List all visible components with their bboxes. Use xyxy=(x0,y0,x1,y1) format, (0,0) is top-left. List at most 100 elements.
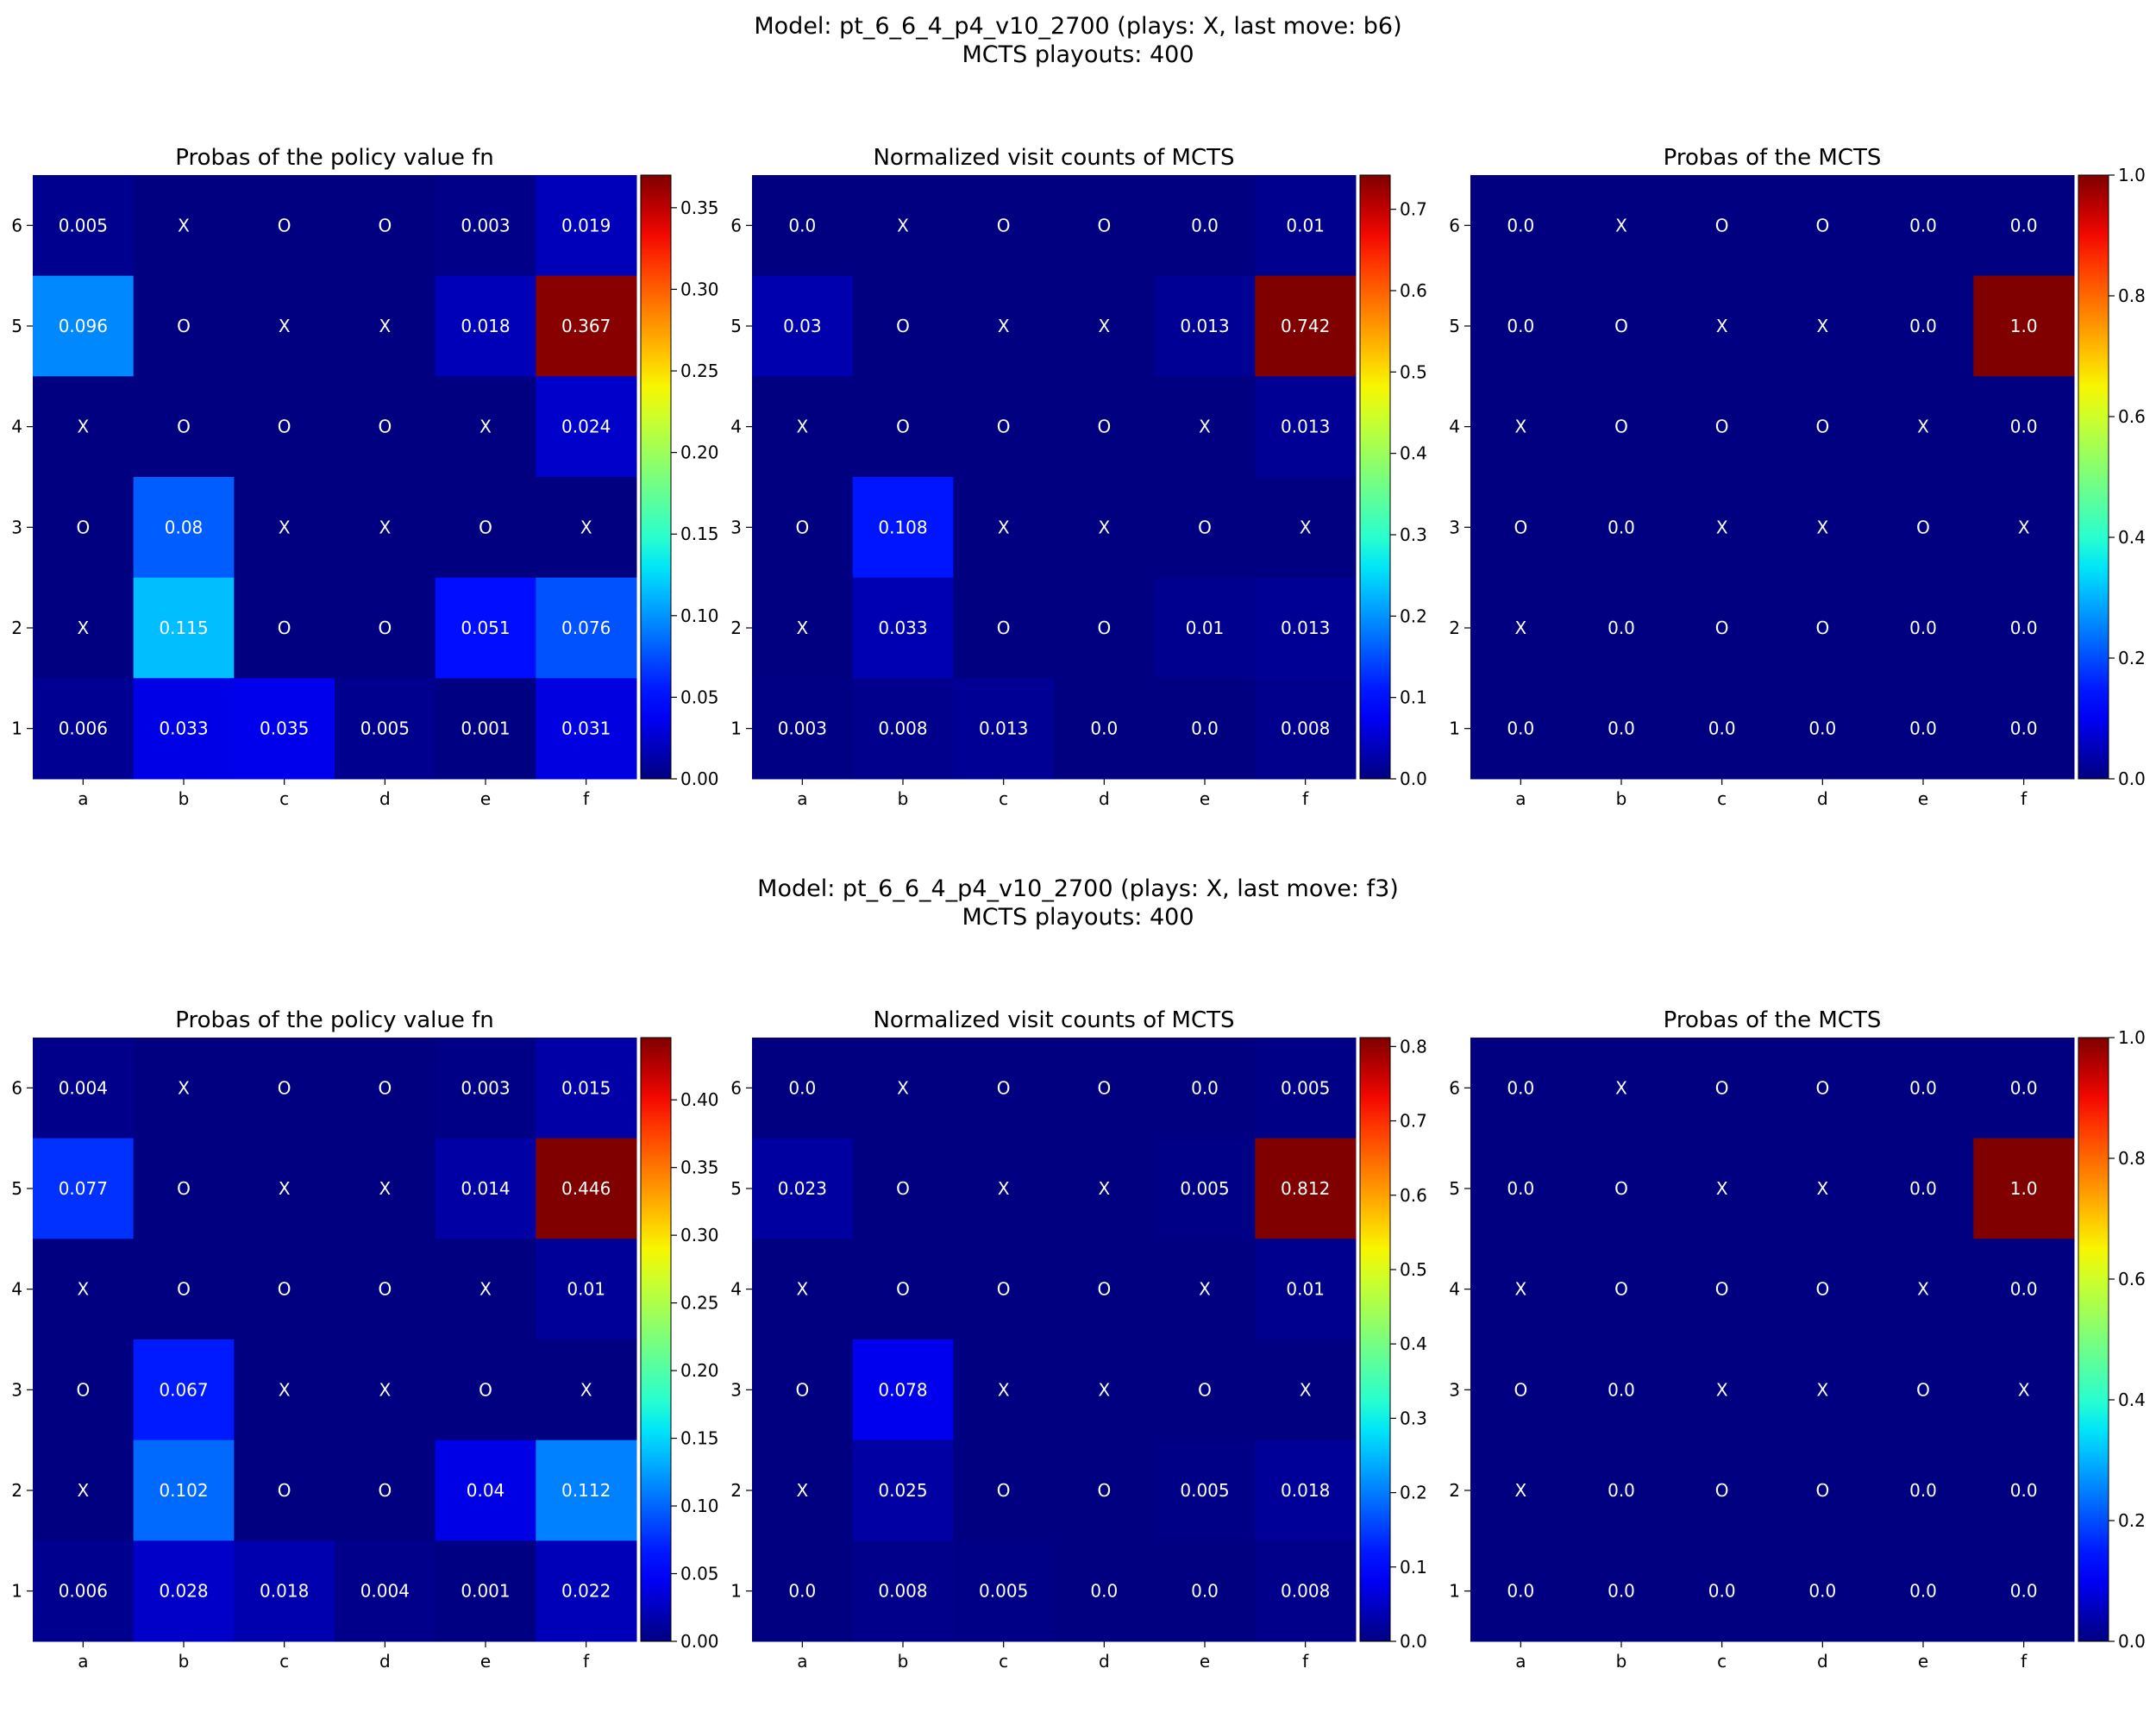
y-tick-label: 6 xyxy=(11,1077,22,1098)
x-tick-label: e xyxy=(1200,1651,1210,1672)
heatmap-cell xyxy=(435,175,536,277)
heatmap-cell xyxy=(1054,1138,1156,1239)
cell-label: X xyxy=(1615,1077,1627,1098)
colorbar-tick-label: 0.2 xyxy=(2118,648,2146,668)
suptitle-row-2: Model: pt_6_6_4_p4_v10_2700 (plays: X, l… xyxy=(0,875,2156,932)
colorbar xyxy=(1359,174,1391,780)
heatmap-cell xyxy=(1570,1239,1672,1340)
y-tick-label: 2 xyxy=(11,618,22,638)
heatmap-cell xyxy=(133,376,235,478)
heatmap-cell xyxy=(1772,376,1874,478)
heatmap-cell xyxy=(852,1339,954,1441)
heatmap-cell xyxy=(335,477,436,579)
cell-label: 0.025 xyxy=(878,1480,927,1501)
cell-label: 0.001 xyxy=(461,718,510,739)
heatmap-cell xyxy=(1671,275,1773,377)
x-tick-label: b xyxy=(898,1651,909,1672)
heatmap-cell xyxy=(33,1038,135,1139)
colorbar-tick-label: 0.7 xyxy=(1400,1111,1427,1132)
colorbar-tick-label: 0.8 xyxy=(2118,1148,2146,1169)
heatmap-panel-3: Probas of the MCTS 0.0 X O O 0.0 0.0 0.0 O X X 0.0 1… xyxy=(1449,145,2146,809)
heatmap-cell xyxy=(536,1138,637,1239)
cell-label: 0.096 xyxy=(59,316,108,336)
cell-label: O xyxy=(76,1379,90,1400)
cell-label: 0.0 xyxy=(788,215,816,235)
cell-label: 0.0 xyxy=(1191,718,1219,739)
colorbar-tick-label: 0.05 xyxy=(680,1564,719,1584)
heatmap-cell xyxy=(335,1239,436,1340)
y-tick-label: 4 xyxy=(1449,1279,1460,1300)
cell-label: O xyxy=(479,1379,492,1400)
heatmap-cell xyxy=(133,1138,235,1239)
heatmap-cell xyxy=(1772,1239,1874,1340)
heatmap-cell xyxy=(234,477,335,579)
heatmap-cell xyxy=(1570,678,1672,780)
colorbar xyxy=(1359,1037,1391,1642)
heatmap-cell xyxy=(1772,275,1874,377)
cell-label: 0.004 xyxy=(360,1581,410,1602)
cell-label: X xyxy=(1716,517,1728,537)
colorbar-tick-label: 0.3 xyxy=(1400,524,1427,545)
cell-label: O xyxy=(1815,618,1829,638)
cell-label: X xyxy=(279,316,291,336)
cell-label: 0.0 xyxy=(1608,1480,1635,1501)
cell-label: X xyxy=(1300,1379,1312,1400)
cell-label: 0.0 xyxy=(2010,618,2038,638)
heatmap-cell xyxy=(752,1440,854,1541)
x-tick-label: f xyxy=(1302,1651,1309,1672)
colorbar-tick-label: 0.1 xyxy=(1400,687,1427,708)
cell-label: X xyxy=(479,417,492,437)
cell-label: X xyxy=(1716,1379,1728,1400)
cell-label: 0.0 xyxy=(1507,316,1534,336)
colorbar-tick-label: 0.4 xyxy=(1400,443,1427,464)
heatmap-cell xyxy=(1973,1239,2075,1340)
heatmap-cell xyxy=(1872,1440,1974,1541)
x-tick-label: c xyxy=(1717,1651,1727,1672)
cell-label: X xyxy=(897,215,909,235)
cell-label: O xyxy=(378,1077,392,1098)
heatmap-cell xyxy=(1872,175,1974,277)
heatmap-cell xyxy=(1154,678,1256,780)
y-tick-label: 1 xyxy=(730,1581,742,1602)
colorbar-tick-label: 0.40 xyxy=(680,1089,719,1110)
heatmap-cell xyxy=(752,678,854,780)
cell-label: O xyxy=(1198,1379,1212,1400)
cell-label: 0.0 xyxy=(1608,618,1635,638)
cell-label: 0.0 xyxy=(1708,1581,1736,1602)
heatmap-cell xyxy=(33,1339,135,1441)
heatmap-cell xyxy=(953,1540,1055,1642)
cell-label: 0.04 xyxy=(467,1480,505,1501)
panel-title: Normalized visit counts of MCTS xyxy=(873,1007,1234,1033)
cell-label: O xyxy=(997,215,1011,235)
cell-label: 0.0 xyxy=(1909,1178,1937,1199)
colorbar xyxy=(2078,174,2109,780)
y-tick-label: 1 xyxy=(1449,1581,1460,1602)
cell-label: X xyxy=(1716,316,1728,336)
heatmap-cell xyxy=(1772,1038,1874,1139)
heatmap-cell xyxy=(1470,678,1572,780)
cell-label: 0.0 xyxy=(2010,1480,2038,1501)
y-tick-label: 6 xyxy=(1449,1077,1460,1098)
heatmap-cell xyxy=(852,1540,954,1642)
panel-title: Probas of the MCTS xyxy=(1664,1007,1882,1033)
heatmap-cell xyxy=(1772,175,1874,277)
y-tick-label: 2 xyxy=(11,1480,22,1501)
heatmap-cell xyxy=(435,1038,536,1139)
colorbar-tick-label: 0.15 xyxy=(680,1428,719,1449)
suptitle-row-1: Model: pt_6_6_4_p4_v10_2700 (plays: X, l… xyxy=(0,12,2156,69)
heatmap-cell xyxy=(1872,678,1974,780)
heatmap-cell xyxy=(33,175,135,277)
cell-label: X xyxy=(580,1379,592,1400)
heatmap-cell xyxy=(852,1239,954,1340)
colorbar-tick-label: 0.00 xyxy=(680,1631,719,1652)
cell-label: X xyxy=(998,517,1010,537)
cell-label: X xyxy=(1917,417,1929,437)
x-tick-label: a xyxy=(797,788,807,809)
x-tick-label: c xyxy=(279,788,289,809)
heatmap-cell xyxy=(953,577,1055,679)
heatmap-cell xyxy=(435,275,536,377)
cell-label: O xyxy=(997,1077,1011,1098)
heatmap-cell xyxy=(1772,1339,1874,1441)
x-tick-label: d xyxy=(379,788,391,809)
heatmap-cell xyxy=(1570,477,1672,579)
